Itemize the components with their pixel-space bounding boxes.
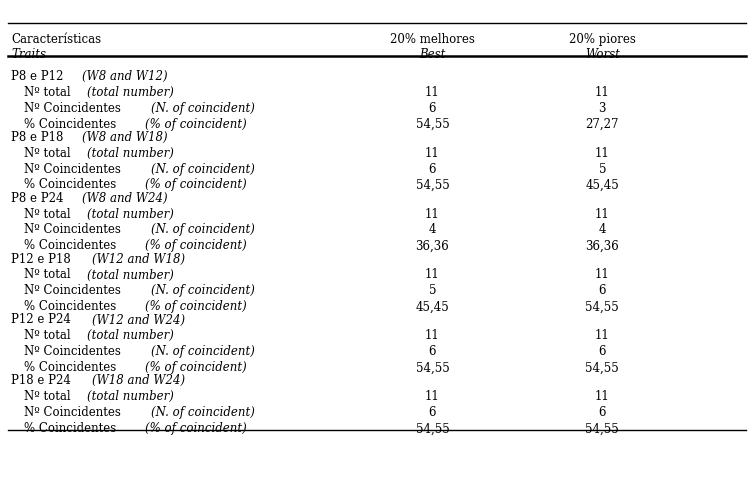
Text: P8 e P24: P8 e P24 <box>11 191 68 204</box>
Text: 54,55: 54,55 <box>415 178 449 191</box>
Text: % Coincidentes: % Coincidentes <box>24 117 120 130</box>
Text: Nº total: Nº total <box>24 86 74 98</box>
Text: 11: 11 <box>425 86 440 98</box>
Text: (total number): (total number) <box>87 146 174 159</box>
Text: 11: 11 <box>595 390 610 403</box>
Text: (total number): (total number) <box>87 268 174 281</box>
Text: (% of coincident): (% of coincident) <box>146 178 247 191</box>
Text: Nº Coincidentes: Nº Coincidentes <box>24 284 124 297</box>
Text: Nº Coincidentes: Nº Coincidentes <box>24 223 124 236</box>
Text: (N. of coincident): (N. of coincident) <box>151 284 255 297</box>
Text: Nº Coincidentes: Nº Coincidentes <box>24 162 124 175</box>
Text: 11: 11 <box>425 390 440 403</box>
Text: P8 e P18: P8 e P18 <box>11 130 67 143</box>
Text: 54,55: 54,55 <box>586 300 619 313</box>
Text: 45,45: 45,45 <box>415 300 449 313</box>
Text: 5: 5 <box>429 284 436 297</box>
Text: % Coincidentes: % Coincidentes <box>24 239 120 252</box>
Text: Worst: Worst <box>585 48 620 60</box>
Text: P12 e P18: P12 e P18 <box>11 252 75 265</box>
Text: (% of coincident): (% of coincident) <box>146 361 247 374</box>
Text: 27,27: 27,27 <box>586 117 619 130</box>
Text: 11: 11 <box>425 207 440 220</box>
Text: Traits: Traits <box>11 48 46 60</box>
Text: 54,55: 54,55 <box>586 361 619 374</box>
Text: 6: 6 <box>599 284 606 297</box>
Text: (% of coincident): (% of coincident) <box>146 300 247 313</box>
Text: (W12 and W18): (W12 and W18) <box>91 252 185 265</box>
Text: Nº total: Nº total <box>24 146 74 159</box>
Text: 11: 11 <box>425 329 440 342</box>
Text: (total number): (total number) <box>87 390 174 403</box>
Text: 6: 6 <box>429 101 436 114</box>
Text: (% of coincident): (% of coincident) <box>146 117 247 130</box>
Text: 11: 11 <box>425 146 440 159</box>
Text: Nº Coincidentes: Nº Coincidentes <box>24 345 124 358</box>
Text: Nº total: Nº total <box>24 268 74 281</box>
Text: (N. of coincident): (N. of coincident) <box>151 101 255 114</box>
Text: % Coincidentes: % Coincidentes <box>24 361 120 374</box>
Text: 6: 6 <box>599 345 606 358</box>
Text: 54,55: 54,55 <box>415 117 449 130</box>
Text: 4: 4 <box>429 223 436 236</box>
Text: (W8 and W12): (W8 and W12) <box>82 70 168 82</box>
Text: 11: 11 <box>595 86 610 98</box>
Text: % Coincidentes: % Coincidentes <box>24 178 120 191</box>
Text: 45,45: 45,45 <box>586 178 619 191</box>
Text: (total number): (total number) <box>87 329 174 342</box>
Text: 6: 6 <box>429 162 436 175</box>
Text: (N. of coincident): (N. of coincident) <box>151 162 255 175</box>
Text: Nº total: Nº total <box>24 390 74 403</box>
Text: (W8 and W18): (W8 and W18) <box>82 130 168 143</box>
Text: 11: 11 <box>425 268 440 281</box>
Text: 5: 5 <box>599 162 606 175</box>
Text: 6: 6 <box>429 345 436 358</box>
Text: (N. of coincident): (N. of coincident) <box>151 223 255 236</box>
Text: 20% melhores: 20% melhores <box>390 33 475 46</box>
Text: P12 e P24: P12 e P24 <box>11 313 75 326</box>
Text: % Coincidentes: % Coincidentes <box>24 422 120 435</box>
Text: P8 e P12: P8 e P12 <box>11 70 67 82</box>
Text: 54,55: 54,55 <box>586 422 619 435</box>
Text: Nº total: Nº total <box>24 207 74 220</box>
Text: (total number): (total number) <box>87 207 174 220</box>
Text: 11: 11 <box>595 207 610 220</box>
Text: (W18 and W24): (W18 and W24) <box>92 374 185 387</box>
Text: Nº Coincidentes: Nº Coincidentes <box>24 101 124 114</box>
Text: (N. of coincident): (N. of coincident) <box>151 345 255 358</box>
Text: 54,55: 54,55 <box>415 361 449 374</box>
Text: 11: 11 <box>595 268 610 281</box>
Text: (% of coincident): (% of coincident) <box>146 422 247 435</box>
Text: 20% piores: 20% piores <box>569 33 636 46</box>
Text: P18 e P24: P18 e P24 <box>11 374 75 387</box>
Text: (W8 and W24): (W8 and W24) <box>82 191 168 204</box>
Text: 36,36: 36,36 <box>586 239 619 252</box>
Text: % Coincidentes: % Coincidentes <box>24 300 120 313</box>
Text: 4: 4 <box>599 223 606 236</box>
Text: Nº total: Nº total <box>24 329 74 342</box>
Text: (total number): (total number) <box>87 86 174 98</box>
Text: 36,36: 36,36 <box>415 239 449 252</box>
Text: 6: 6 <box>429 406 436 419</box>
Text: Best: Best <box>419 48 446 60</box>
Text: (W12 and W24): (W12 and W24) <box>92 313 185 326</box>
Text: 11: 11 <box>595 146 610 159</box>
Text: 11: 11 <box>595 329 610 342</box>
Text: Nº Coincidentes: Nº Coincidentes <box>24 406 124 419</box>
Text: (N. of coincident): (N. of coincident) <box>151 406 255 419</box>
Text: 3: 3 <box>599 101 606 114</box>
Text: (% of coincident): (% of coincident) <box>146 239 247 252</box>
Text: 6: 6 <box>599 406 606 419</box>
Text: 54,55: 54,55 <box>415 422 449 435</box>
Text: Características: Características <box>11 33 101 46</box>
